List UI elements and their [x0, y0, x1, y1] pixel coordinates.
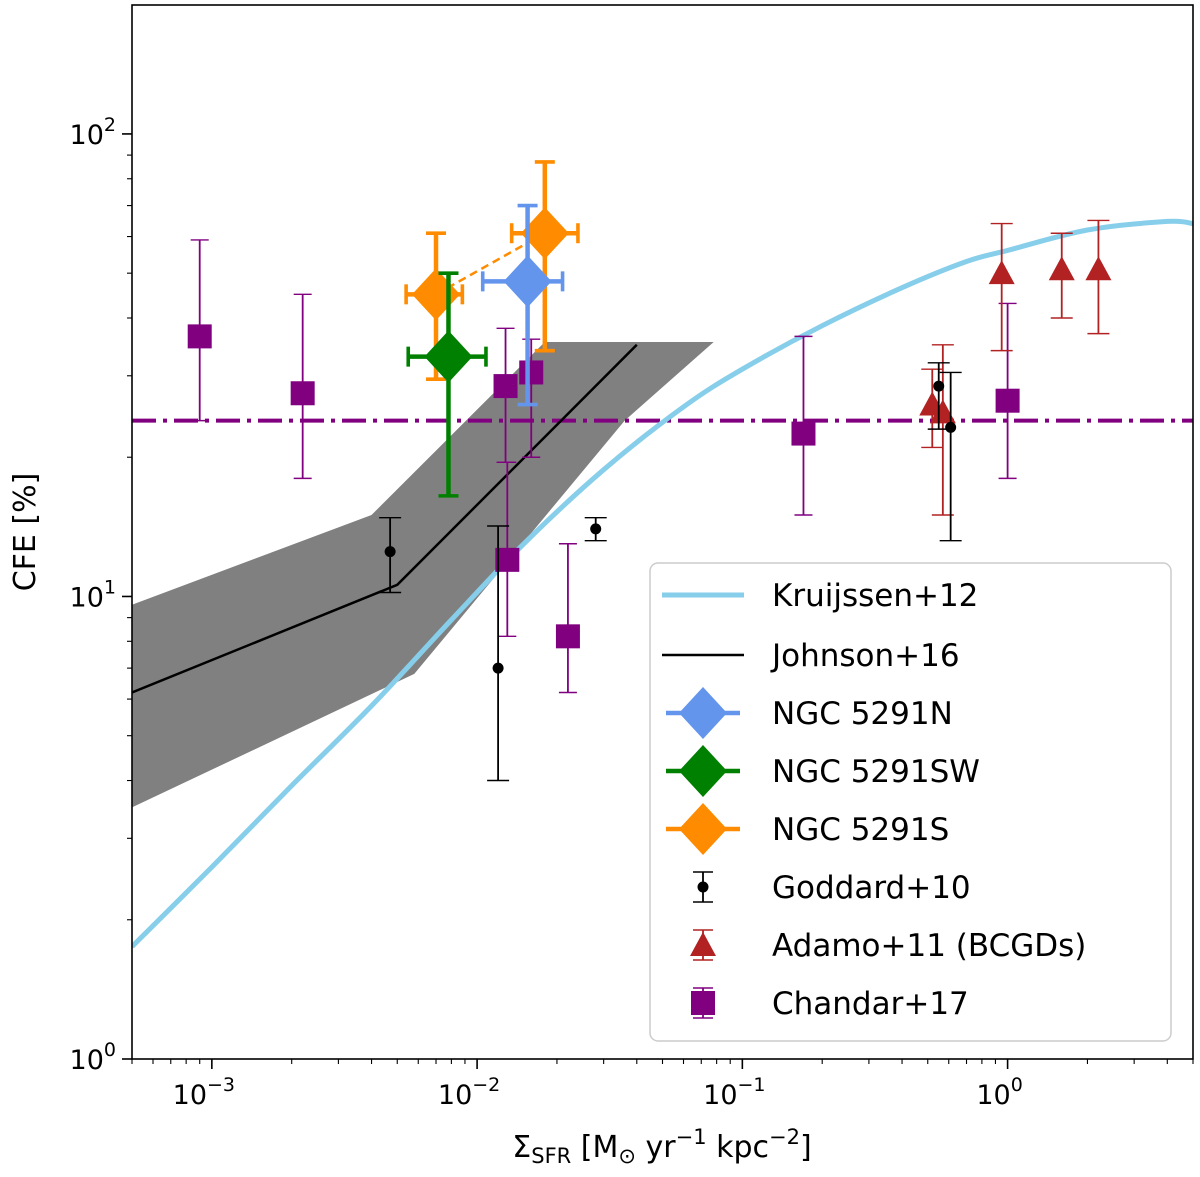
- y-tick-exp: 0: [104, 1039, 116, 1061]
- x-label-close: ]: [800, 1130, 812, 1165]
- y-tick-base: 10: [70, 120, 104, 151]
- ngc-5291s-connector: [435, 232, 546, 296]
- x-tick-exp: −2: [472, 1074, 500, 1096]
- ngc-5291n-diamond-0: [503, 255, 552, 308]
- johnson-band: [132, 342, 714, 808]
- ngc-5291s-diamond-1: [520, 207, 569, 260]
- legend-label-ngc-5291sw: NGC 5291SW: [772, 754, 980, 790]
- goddard-dot-4: [945, 421, 957, 433]
- y-tick-label-0: 100: [70, 1039, 116, 1076]
- series-chandar: [187, 239, 1020, 694]
- x-tick-label-2: 10−1: [703, 1074, 765, 1111]
- johnson-line: [132, 343, 638, 694]
- y-tick-label-2: 102: [70, 114, 116, 151]
- y-tick-base: 10: [70, 582, 104, 613]
- legend-entry-kruijssen-12: Kruijssen+12: [662, 578, 978, 614]
- x-tick-exp: 0: [1011, 1074, 1023, 1096]
- marks-layer: [187, 160, 1112, 782]
- legend-entry-ngc-5291s: NGC 5291S: [666, 803, 949, 855]
- legend-entry-ngc-5291sw: NGC 5291SW: [666, 745, 980, 797]
- legend-handle-goddard-10: [697, 881, 709, 893]
- x-tick-base: 10: [173, 1080, 207, 1111]
- legend-label-adamo-11-bcgds: Adamo+11 (BCGDs): [772, 928, 1086, 964]
- legend-label-goddard-10: Goddard+10: [772, 870, 971, 906]
- x-label-unit-open: [M: [571, 1130, 618, 1165]
- legend-label-ngc-5291s: NGC 5291S: [772, 812, 949, 848]
- legend-handle-ngc-5291n: [679, 687, 727, 739]
- chandar-square-4: [519, 360, 544, 385]
- x-tick-exp: −3: [207, 1074, 235, 1096]
- legend-label-johnson-16: Johnson+16: [770, 638, 960, 674]
- x-tick-base: 10: [703, 1080, 737, 1111]
- x-tick-label-0: 10−3: [173, 1074, 235, 1111]
- chandar-square-0: [187, 324, 212, 349]
- y-tick-exp: 1: [104, 576, 116, 598]
- chandar-square-1: [290, 381, 315, 406]
- plot-layer: [132, 218, 1193, 949]
- legend-entry-adamo-11-bcgds: Adamo+11 (BCGDs): [690, 928, 1086, 964]
- kruijssen-curve: [132, 218, 1193, 949]
- legend-label-chandar-17: Chandar+17: [772, 986, 969, 1022]
- goddard-dot-1: [492, 662, 504, 674]
- goddard-dot-3: [933, 380, 945, 392]
- x-axis-label: ΣSFR [M⊙ yr−1 kpc−2]: [512, 1125, 811, 1168]
- legend-entry-ngc-5291n: NGC 5291N: [666, 687, 953, 739]
- legend-handle-ngc-5291sw: [679, 745, 727, 797]
- legend-entry-goddard-10: Goddard+10: [693, 870, 971, 906]
- x-label-sigma: Σ: [512, 1130, 531, 1165]
- chandar-square-5: [555, 624, 580, 649]
- x-tick-base: 10: [976, 1080, 1010, 1111]
- goddard-dot-2: [590, 523, 602, 535]
- x-label-yr: yr: [636, 1130, 676, 1165]
- x-tick-exp: −1: [738, 1074, 766, 1096]
- legend-box: [649, 562, 1172, 1042]
- adamo-triangle-3: [1048, 256, 1075, 281]
- chandar-square-6: [791, 421, 816, 446]
- goddard-dot-0: [384, 546, 396, 558]
- x-tick-base: 10: [438, 1080, 472, 1111]
- y-tick-label-1: 101: [70, 576, 116, 613]
- x-label-yr-exp: −1: [676, 1125, 707, 1149]
- legend-handle-chandar-17: [691, 991, 715, 1015]
- y-tick-base: 10: [70, 1045, 104, 1076]
- legend-handle-ngc-5291s: [679, 803, 727, 855]
- x-label-kpc-exp: −2: [769, 1125, 800, 1149]
- adamo-triangle-1: [929, 399, 956, 424]
- legend-entry-johnson-16: Johnson+16: [662, 638, 960, 674]
- series-ngc-5291sw: [406, 271, 488, 498]
- x-label-sub: SFR: [531, 1144, 571, 1168]
- y-axis-label: CFE [%]: [8, 473, 43, 592]
- x-tick-label-1: 10−2: [438, 1074, 500, 1111]
- x-label-sun: ⊙: [618, 1144, 636, 1168]
- chandar-square-3: [493, 374, 518, 399]
- adamo-triangle-2: [988, 260, 1015, 285]
- chandar-square-2: [495, 547, 520, 572]
- series-goddard: [379, 362, 962, 782]
- series-ngc-5291n: [480, 203, 565, 407]
- legend-handle-adamo-11-bcgds: [690, 932, 716, 956]
- x-label-kpc: kpc: [707, 1130, 769, 1165]
- chandar-square-7: [995, 388, 1020, 413]
- legend-label-ngc-5291n: NGC 5291N: [772, 696, 953, 732]
- series-adamo: [919, 219, 1112, 516]
- legend: Kruijssen+12 Johnson+16 NGC 5291N NGC 5291S…: [649, 562, 1172, 1042]
- y-tick-exp: 2: [104, 114, 116, 136]
- legend-entry-chandar-17: Chandar+17: [691, 986, 969, 1022]
- x-tick-label-3: 100: [976, 1074, 1022, 1111]
- legend-label-kruijssen-12: Kruijssen+12: [772, 578, 978, 614]
- ngc-5291sw-diamond-0: [424, 330, 473, 383]
- adamo-triangle-4: [1085, 256, 1112, 281]
